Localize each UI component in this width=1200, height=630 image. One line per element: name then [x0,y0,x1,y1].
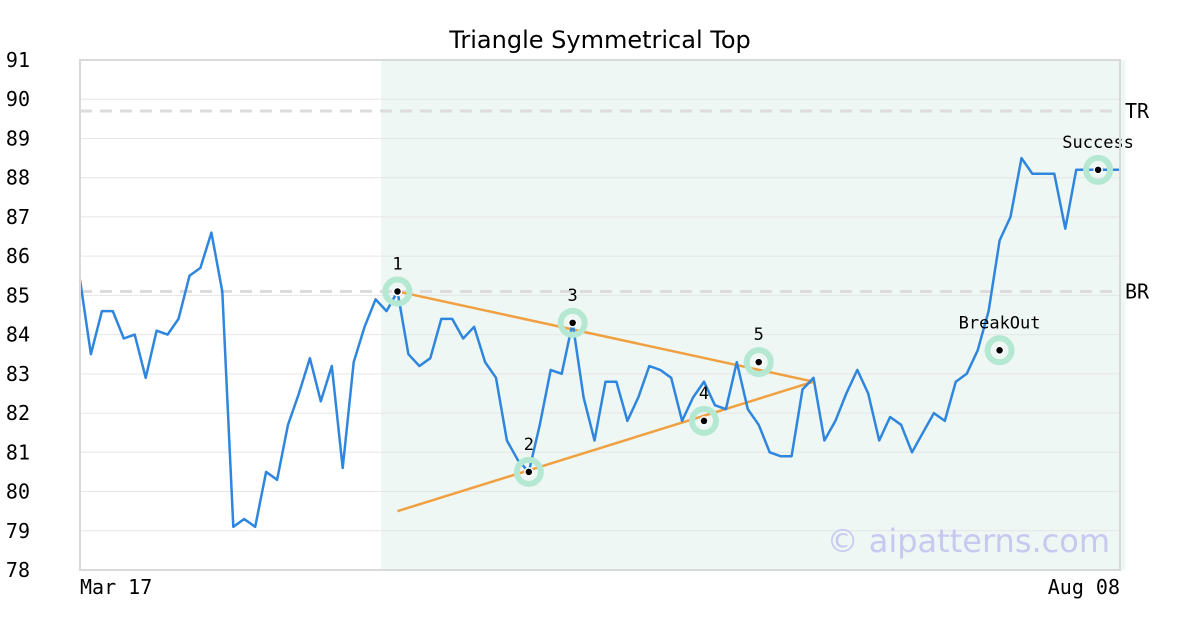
pivot-marker-dot [994,345,1005,356]
y-tick-label: 87 [6,205,30,229]
watermark: © aipatterns.com [827,522,1110,560]
reference-label-tr: TR [1125,99,1150,123]
pivot-marker-dot [524,467,534,477]
y-tick-label: 82 [6,401,30,425]
x-tick-label: Mar 17 [80,575,152,599]
pivot-marker-ring [689,405,719,436]
y-tick-label: 83 [6,362,30,386]
y-tick-label: 78 [6,558,30,582]
plot-frame [79,59,1121,571]
pivot-marker-ring [382,276,413,307]
trendlines-layer [397,290,814,513]
pivot-label: Success [1062,133,1134,153]
price-line [78,156,1120,529]
pivot-label: 5 [754,325,764,345]
y-tick-label: 84 [6,323,30,347]
annotations-layer: 1 2 3 4 5 BreakOut Success [382,133,1134,487]
pivot-marker-dot [567,318,578,328]
triangle-trendline-2 [397,380,814,513]
price-series-layer [78,156,1120,529]
pivot-marker-dot [1093,165,1103,175]
reference-lines-layer: TR BR [80,99,1150,303]
pivot-label: 3 [568,286,578,306]
pivot-marker-dot [392,286,403,297]
triangle-trendline-1 [397,290,814,383]
chart-title: Triangle Symmetrical Top [448,26,751,54]
axes-layer: 78 79 80 81 82 83 84 85 86 87 88 89 90 91 Mar 17 Aug 08 [6,48,1121,599]
pivot-marker-ring [984,335,1015,366]
y-tick-label: 91 [6,48,30,72]
y-tick-label: 79 [6,519,30,543]
pivot-label: 1 [392,254,402,274]
y-tick-label: 86 [6,244,30,268]
y-tick-label: 89 [6,126,30,150]
pivot-label: 4 [699,384,709,404]
reference-label-br: BR [1125,279,1150,303]
pivot-marker-ring [743,347,774,378]
y-tick-label: 81 [6,440,30,464]
y-tick-label: 88 [6,166,30,190]
pivot-label: 2 [524,435,534,455]
y-tick-label: 85 [6,283,30,307]
x-tick-label: Aug 08 [1048,575,1120,599]
pivot-marker-dot [753,357,764,367]
pivot-marker-ring [557,307,588,338]
y-tick-label: 80 [6,480,30,504]
pivot-label: BreakOut [959,313,1041,333]
pivot-marker-dot [699,416,709,426]
pivot-marker-ring [1083,154,1114,185]
pivot-marker-ring [513,456,544,487]
y-tick-label: 90 [6,87,30,111]
